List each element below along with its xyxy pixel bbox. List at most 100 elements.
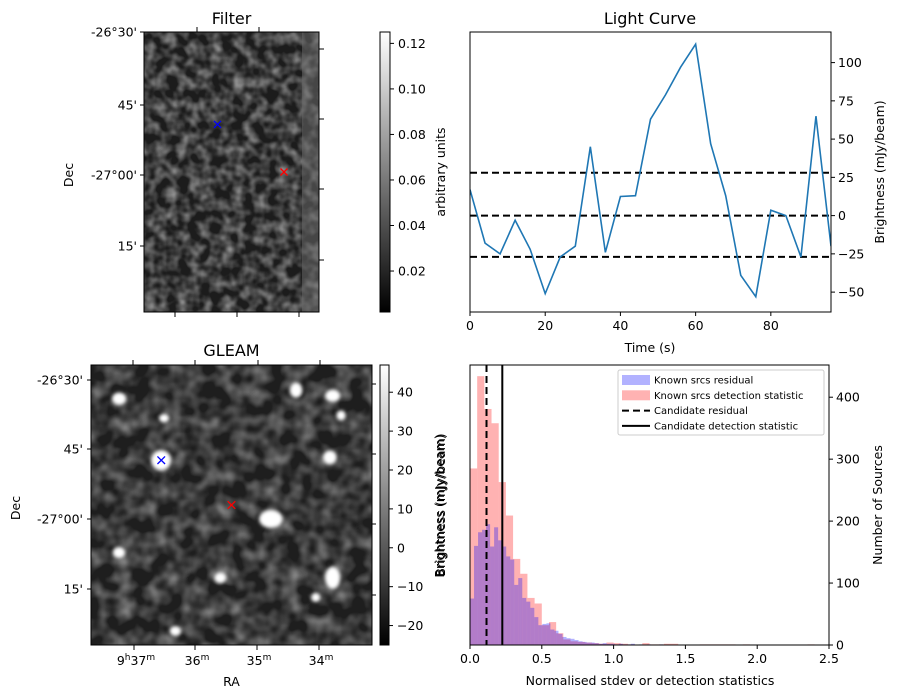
histogram-bar (477, 376, 485, 645)
histogram-bar (556, 633, 564, 645)
histogram-bar (584, 642, 593, 645)
gleam-title: GLEAM (203, 341, 259, 360)
gleam-colorbar-tick-label: 30 (397, 424, 413, 439)
filter-ytick-label: -26°30' (91, 25, 137, 40)
legend-entry: Candidate detection statistic (622, 421, 798, 432)
histogram-bar (534, 617, 539, 645)
hist-xtick-label: 0.0 (460, 651, 480, 666)
light-curve-threshold-lines (470, 171, 831, 258)
ra-minutes-sup: m (325, 653, 334, 663)
hist-ytick-label: 400 (836, 390, 860, 405)
filter-ytick-label: 15' (118, 239, 137, 254)
known-source-marker (156, 455, 166, 465)
ra-minutes: 36 (185, 653, 201, 668)
histogram-bar (598, 643, 603, 645)
hist-ytick-label: 200 (836, 514, 860, 529)
histogram-xlabel: Normalised stdev or detection statistics (526, 673, 775, 688)
ra-minutes: 37 (130, 653, 146, 668)
histogram-bar (590, 642, 595, 645)
histogram-bar (494, 527, 499, 645)
gleam-source (325, 389, 341, 402)
histogram-bar (546, 623, 551, 645)
filter-colorbar-tick-label: 0.06 (398, 172, 426, 187)
histogram-bar (610, 643, 615, 645)
histogram-axis-ticks: 0.0 0.5 1.0 1.5 2.0 2.50 100 200 300 400 (460, 390, 860, 666)
filter-edge-strip (302, 32, 319, 312)
filter-colorbar (379, 31, 391, 313)
histogram-candidate-lines (485, 365, 504, 645)
histogram-bar (518, 578, 523, 645)
gleam-colorbar-tick-label: −20 (397, 618, 423, 633)
lc-ytick-label: 75 (838, 93, 854, 108)
filter-colorbar-tick-label: 0.02 (398, 264, 426, 279)
hist-ytick-label: 100 (836, 576, 860, 591)
marker-stroke (156, 455, 166, 465)
gleam-source (112, 547, 126, 559)
histogram-bar (630, 643, 635, 645)
histogram-bar (474, 545, 479, 645)
gleam-ytick-label: 15' (64, 582, 83, 597)
histogram-bar (470, 598, 475, 645)
histogram-ylabel-left: Brightness (mJy/beam) (433, 433, 448, 576)
histogram-bar (663, 643, 672, 645)
legend-label: Candidate residual (654, 406, 748, 417)
gleam-xtick-label: 36m (185, 653, 210, 668)
histogram-bar (538, 625, 543, 645)
histogram-bar (478, 532, 483, 645)
lc-ytick-label: −50 (838, 285, 864, 300)
gleam-colorbar-label: Brightness (mJy/beam) (432, 434, 447, 577)
ra-minutes-sup: m (201, 653, 210, 663)
hist-xtick-label: 2.0 (747, 651, 767, 666)
histogram-bar (491, 423, 499, 645)
histogram-bar (599, 643, 607, 645)
histogram-bar (602, 643, 607, 645)
gleam-source (214, 572, 227, 584)
histogram-panel: 0.0 0.5 1.0 1.5 2.0 2.50 100 200 300 400 Normalis… (433, 364, 885, 688)
gleam-xtick-label: 9h37m (117, 653, 155, 668)
marker-stroke (280, 168, 288, 176)
histogram-ylabel-right: Number of Sources (870, 445, 885, 565)
gleam-xtick-label: 35m (247, 653, 272, 668)
filter-ytick-label: -27°00' (91, 168, 137, 183)
filter-colorbar-tick-label: 0.10 (398, 81, 426, 96)
gleam-xlabel: RA (223, 674, 240, 689)
filter-title: Filter (212, 9, 252, 28)
histogram-bar (562, 636, 567, 645)
legend-swatch (622, 375, 650, 385)
histogram-bar (490, 546, 495, 645)
histogram-bar (510, 559, 515, 645)
gleam-markers (156, 455, 236, 510)
histogram-bar (502, 546, 507, 645)
histogram-legend: Known srcs residual Known srcs detection … (617, 369, 825, 436)
filter-axis-ticks: -26°30' 45' -27°00' 15' (91, 25, 324, 317)
gleam-colorbar-tick-label: 0 (397, 540, 405, 555)
lc-ytick-label: 0 (838, 208, 846, 223)
histogram-bar (520, 573, 528, 645)
lc-xtick-label: 0 (466, 318, 474, 333)
hist-ytick-label: 0 (836, 638, 844, 653)
hist-xtick-label: 0.5 (532, 651, 552, 666)
gleam-source (325, 566, 341, 589)
histogram-bar (606, 642, 614, 645)
histogram-bar (570, 641, 578, 645)
lc-ytick-label: −25 (838, 246, 864, 261)
gleam-colorbar-tick-label: 40 (397, 385, 413, 400)
ra-hours-sup: h (125, 653, 131, 663)
marker-stroke (227, 500, 236, 510)
legend-entry: Candidate residual (622, 406, 748, 417)
filter-panel: Filter -26°30' 45' -27°00' 15' Dec 0.02 0.04… (61, 9, 448, 317)
histogram-bar (620, 643, 628, 645)
histogram-bar (542, 623, 547, 645)
histogram-bar (506, 556, 511, 645)
filter-ylabel: Dec (61, 163, 76, 187)
histogram-bar (470, 468, 478, 645)
histogram-bar (582, 641, 587, 645)
gleam-ylabel: Dec (8, 496, 23, 520)
histogram-bar (527, 597, 535, 645)
gleam-source (323, 450, 337, 465)
lc-xtick-label: 60 (688, 318, 704, 333)
histogram-bar (671, 643, 679, 645)
gleam-source (259, 510, 283, 528)
histogram-bar (530, 607, 535, 645)
